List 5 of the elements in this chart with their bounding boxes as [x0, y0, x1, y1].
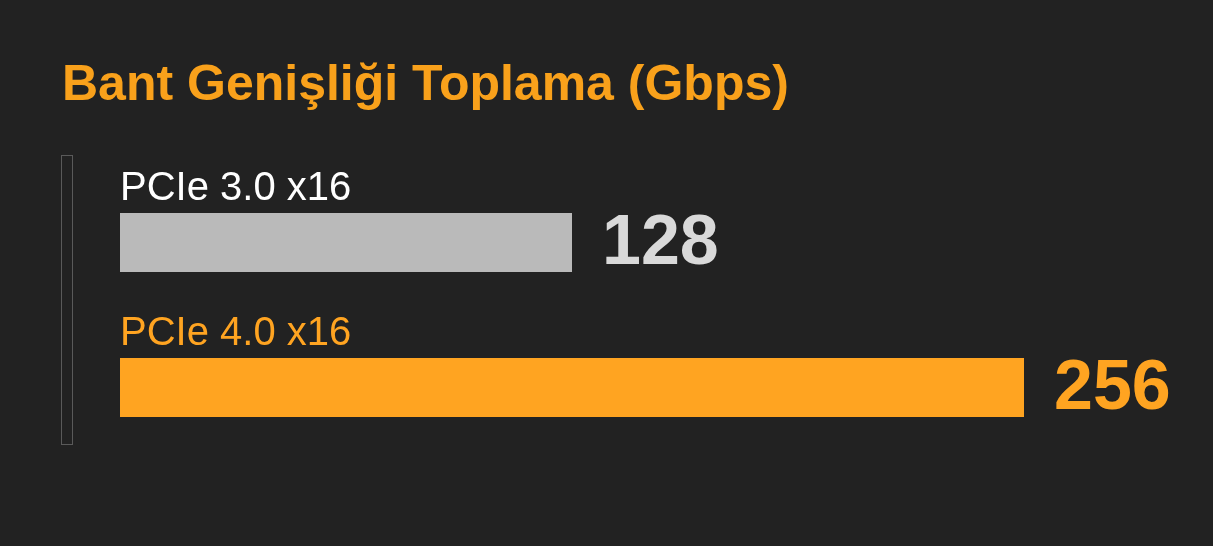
data-label: 256 — [1054, 345, 1171, 424]
y-tick-label: PCIe 3.0 x16 — [120, 163, 352, 208]
chart-title: Bant Genişliği Toplama (Gbps) — [62, 54, 789, 111]
data-label: 128 — [602, 200, 719, 279]
y-tick-label: PCIe 4.0 x16 — [120, 308, 352, 353]
